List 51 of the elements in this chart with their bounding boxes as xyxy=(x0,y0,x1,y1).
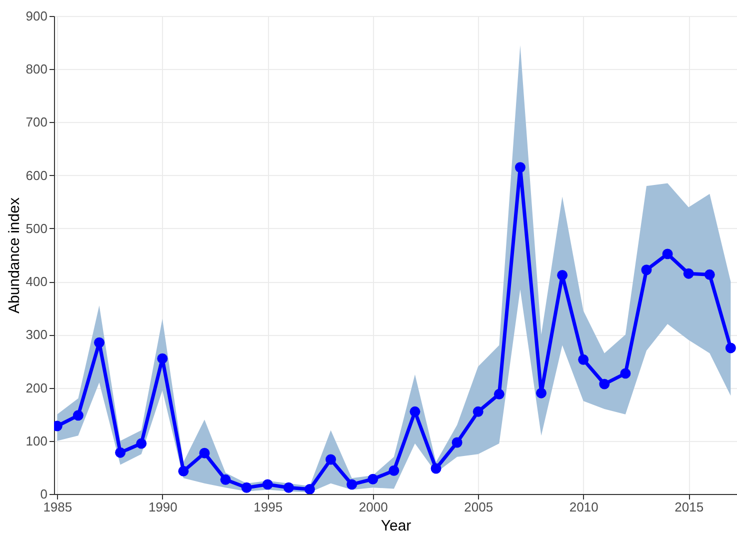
y-tick-label: 700 xyxy=(26,114,48,130)
point xyxy=(514,162,526,173)
x-tick-label: 2015 xyxy=(674,500,704,514)
x-tick-label: 2000 xyxy=(358,500,388,514)
point xyxy=(704,269,715,280)
point xyxy=(136,438,147,449)
point xyxy=(72,410,84,421)
point xyxy=(599,378,610,390)
point xyxy=(388,465,400,476)
point xyxy=(536,388,546,398)
x-tick-label: 1985 xyxy=(43,500,72,514)
point xyxy=(725,342,736,354)
point xyxy=(368,474,378,484)
x-tick-label: 2010 xyxy=(569,500,598,514)
y-tick-label: 300 xyxy=(26,327,48,342)
y-tick-label: 600 xyxy=(26,168,48,183)
point xyxy=(115,447,126,458)
point xyxy=(157,353,168,364)
point xyxy=(178,466,189,476)
point xyxy=(262,479,273,490)
point xyxy=(683,268,694,279)
point xyxy=(304,484,315,494)
point xyxy=(220,474,231,485)
y-tick-label: 900 xyxy=(26,8,48,24)
x-tick-label: 1990 xyxy=(148,500,178,514)
point xyxy=(557,270,568,280)
point xyxy=(472,406,484,417)
x-tick-label: 1995 xyxy=(254,500,283,514)
x-tick-label: 2005 xyxy=(464,500,494,514)
point xyxy=(283,482,294,493)
point xyxy=(94,337,104,348)
y-tick-label: 0 xyxy=(40,486,48,502)
point xyxy=(326,454,336,465)
y-tick-label: 400 xyxy=(26,274,48,290)
y-tick-label: 500 xyxy=(26,220,48,236)
point xyxy=(410,406,420,417)
y-tick-label: 800 xyxy=(26,62,48,77)
point xyxy=(346,479,358,490)
point xyxy=(452,437,462,448)
point xyxy=(578,354,589,365)
y-tick-label: 100 xyxy=(26,433,48,448)
point xyxy=(641,264,652,276)
point xyxy=(241,482,252,493)
y-axis-title: Abundance index xyxy=(6,197,23,314)
point xyxy=(662,248,673,260)
point xyxy=(430,463,442,474)
x-axis-title: Year xyxy=(380,518,412,534)
point xyxy=(199,448,210,458)
y-tick-label: 200 xyxy=(26,380,48,396)
point xyxy=(620,368,631,379)
point xyxy=(494,388,504,400)
